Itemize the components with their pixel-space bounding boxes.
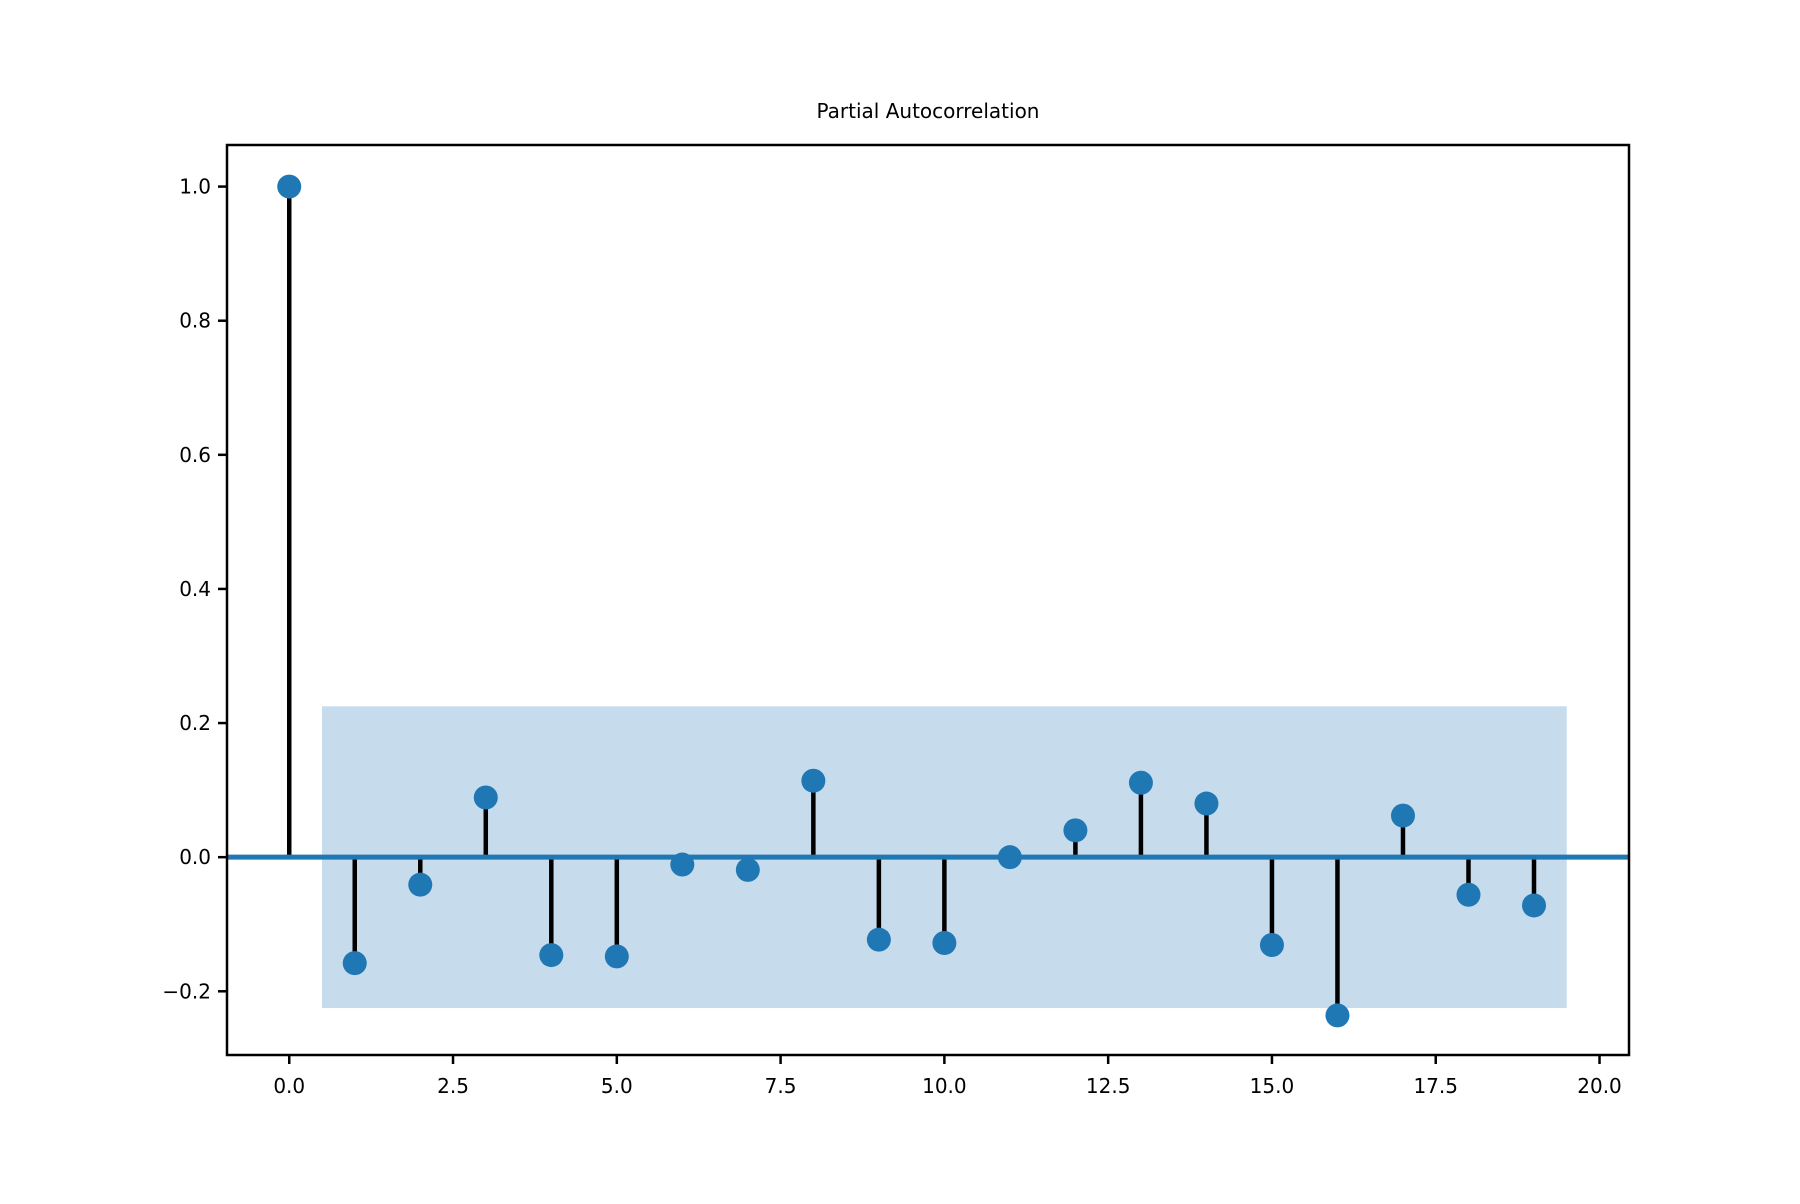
data-point (1390, 803, 1415, 828)
data-point (342, 951, 367, 976)
data-point (801, 768, 826, 793)
data-point (539, 943, 564, 968)
y-tick-label: 0.0 (179, 845, 211, 869)
data-point (1128, 770, 1153, 795)
data-point (866, 927, 891, 952)
x-tick-label: 0.0 (273, 1074, 305, 1098)
stem-layer (286, 186, 1537, 1016)
y-tick-label: 0.4 (179, 577, 211, 601)
x-tick-label: 12.5 (1086, 1074, 1131, 1098)
y-tick-label: 0.6 (179, 443, 211, 467)
plot-frame (225, 143, 1631, 1057)
data-point (670, 852, 695, 877)
x-tick-label: 10.0 (922, 1074, 967, 1098)
x-tick-label: 20.0 (1577, 1074, 1622, 1098)
y-tick-label: −0.2 (162, 979, 211, 1003)
x-axis-ticks: 0.0 2.5 5.0 7.5 10.0 12.5 15.0 17.5 20.0 (273, 1055, 1622, 1098)
data-point (1063, 818, 1088, 843)
data-point (735, 857, 760, 882)
data-point (473, 785, 498, 810)
data-point (604, 944, 629, 969)
data-point (1194, 791, 1219, 816)
data-point (277, 174, 302, 199)
x-tick-label: 5.0 (601, 1074, 633, 1098)
y-tick-label: 0.2 (179, 711, 211, 735)
x-tick-label: 17.5 (1413, 1074, 1458, 1098)
data-point (1259, 933, 1284, 958)
y-tick-label: 0.8 (179, 309, 211, 333)
data-point (1325, 1003, 1350, 1028)
y-axis-ticks: −0.2 0.0 0.2 0.4 0.6 0.8 1.0 (162, 175, 227, 1003)
data-point (1522, 893, 1547, 918)
marker-layer (277, 174, 1547, 1028)
x-tick-label: 7.5 (765, 1074, 797, 1098)
y-tick-label: 1.0 (179, 175, 211, 199)
data-point (1456, 882, 1481, 907)
data-point (932, 931, 957, 956)
chart-title: Partial Autocorrelation (817, 99, 1040, 123)
data-point (997, 845, 1022, 870)
x-tick-label: 15.0 (1250, 1074, 1295, 1098)
x-tick-label: 2.5 (437, 1074, 469, 1098)
axes-layer (225, 143, 1631, 1057)
data-point (408, 872, 433, 897)
